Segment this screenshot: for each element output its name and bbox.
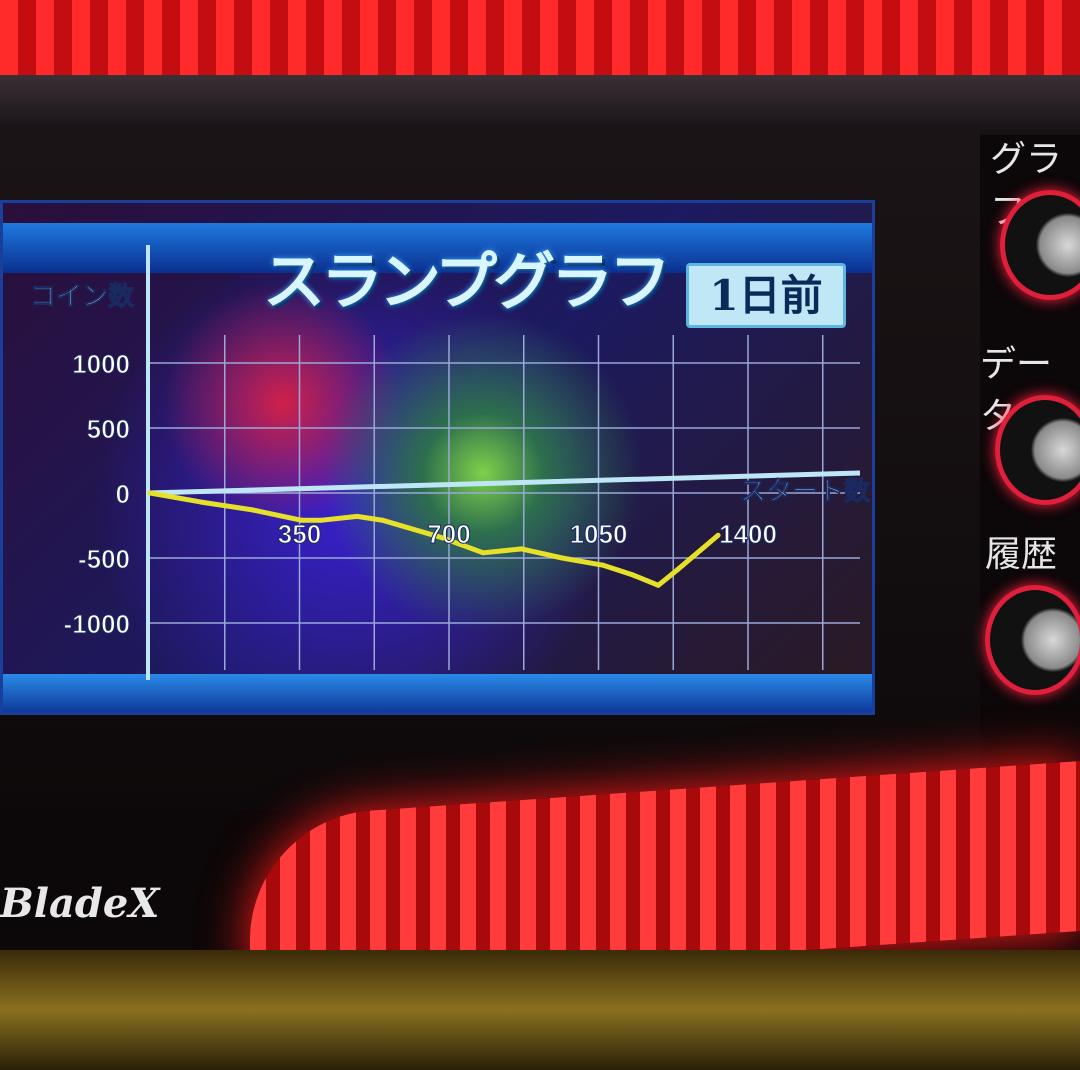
data-point — [600, 562, 606, 568]
gold-panel — [0, 950, 1080, 1070]
grid — [150, 335, 860, 670]
history-button-label: 履歴 — [985, 534, 1058, 575]
data-point — [630, 572, 636, 578]
data-button[interactable] — [995, 395, 1080, 505]
x-tick-label: 1050 — [570, 519, 628, 549]
x-axis — [147, 470, 861, 496]
data-point — [318, 517, 324, 523]
data-point — [299, 517, 305, 523]
data-point — [519, 546, 525, 552]
data-point — [675, 567, 681, 573]
data-point — [198, 499, 204, 505]
series-line — [149, 490, 720, 588]
x-tick-label: 350 — [278, 519, 321, 549]
y-tick-label: -1000 — [64, 609, 131, 639]
x-tick-label: 1400 — [719, 519, 777, 549]
top-lamp — [0, 0, 1080, 75]
data-point — [715, 532, 721, 538]
data-point — [655, 582, 661, 588]
y-tick-label: 500 — [87, 414, 130, 444]
graph-button[interactable] — [1000, 190, 1080, 300]
slump-chart: コイン数 スタート数 1000 500 0 -500 -1000 350 700 1050 14… — [30, 245, 872, 680]
y-tick-label: -500 — [78, 544, 130, 574]
data-point — [147, 490, 153, 496]
screen-title: スランプグラフ — [263, 245, 671, 318]
x-tick-label: 700 — [427, 519, 470, 549]
y-tick-label: 0 — [116, 479, 130, 509]
y-tick-label: 1000 — [72, 349, 130, 379]
data-point — [559, 555, 565, 561]
brand-logo: BladeX — [0, 880, 160, 927]
data-point — [440, 535, 446, 541]
x-axis-label: スタート数 — [740, 476, 871, 506]
axes — [146, 245, 861, 680]
data-point — [250, 507, 256, 513]
data-point — [380, 517, 386, 523]
data-point — [480, 550, 486, 556]
y-axis-label: コイン数 — [30, 281, 135, 311]
glare — [0, 75, 1080, 135]
data-point — [354, 513, 360, 519]
history-button[interactable] — [985, 585, 1080, 695]
day-badge: 1日前 — [686, 263, 846, 328]
bottom-bar — [3, 674, 872, 712]
